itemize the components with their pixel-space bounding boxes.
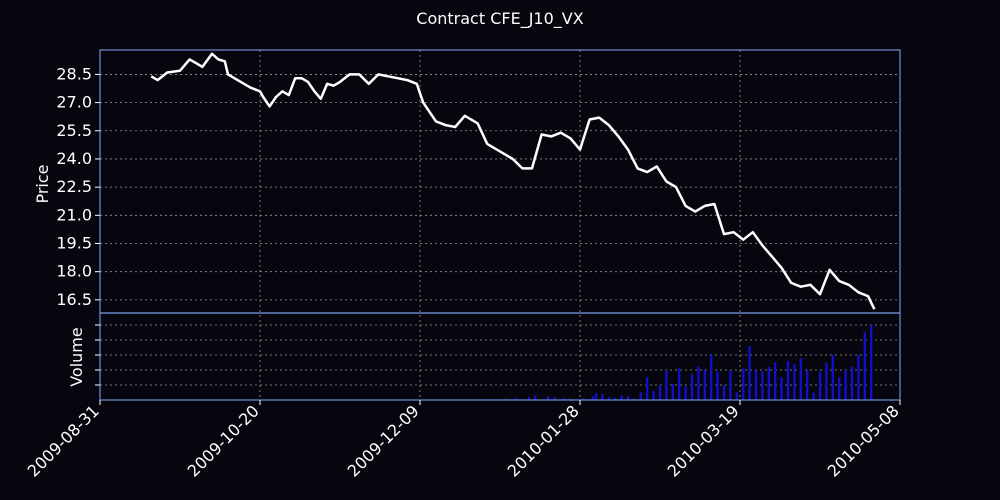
volume-bar [514,397,518,400]
volume-bar [594,393,598,400]
volume-bar [844,370,847,400]
volume-bar [703,370,706,400]
price-y-tick-label: 28.5 [56,64,92,83]
volume-bar [690,373,694,400]
volume-bar [582,398,585,400]
volume-bar [806,370,809,400]
price-y-ticks: 16.5 18.0 19.5 21.0 22.5 24.0 25.5 27.0 28.5 [56,64,100,309]
volume-bar [729,370,732,400]
volume-bar [639,392,642,400]
volume-bar [857,355,860,400]
volume-bar [786,361,790,400]
volume-bar [591,396,594,400]
grid-layer [100,50,900,400]
volume-bar [553,397,556,400]
volume-bar [818,371,822,400]
price-line [150,52,876,310]
volume-bar [710,355,713,400]
price-y-tick-label: 27.0 [56,93,92,112]
price-y-tick-label: 21.0 [56,205,92,224]
price-y-tick-label: 22.5 [56,177,92,196]
volume-bar [742,368,745,400]
volume-bar [722,385,726,400]
volume-bar [678,368,681,400]
volume-bar [626,396,630,400]
volume-bar [633,398,636,400]
volume-bars [486,325,873,400]
volume-axis-label: Volume [67,327,86,387]
volume-bar [716,371,719,400]
volume-bar [671,383,674,400]
volume-bar [527,397,530,400]
volume-bar [754,370,758,400]
volume-bar [697,366,700,400]
volume-bar [767,367,770,400]
volume-bar [614,397,617,400]
volume-bar [601,394,604,400]
volume-bar [546,396,550,400]
price-y-tick-label: 18.0 [56,262,92,281]
chart-title: Contract CFE_J10_VX [416,9,583,29]
volume-bar [620,395,623,400]
price-y-tick-label: 16.5 [56,290,92,309]
volume-bar [863,332,866,400]
volume-bar [534,395,537,400]
volume-bar [646,377,649,400]
volume-bar [793,364,796,400]
volume-bar [838,377,841,400]
volume-bar [684,386,687,400]
volume-bar [870,325,873,400]
volume-bar [850,366,854,400]
volume-bar [658,385,662,400]
volume-bar [665,370,668,400]
volume-panel-frame [99,312,901,401]
volume-bar [569,398,572,400]
volume-bar [831,355,834,400]
price-axis-label: Price [33,164,52,203]
volume-bar [761,371,764,400]
volume-bar [748,346,751,400]
volume-bar [774,362,777,400]
volume-bar [812,392,815,400]
volume-bar [505,398,508,400]
volume-bar [607,397,610,400]
volume-y-ticks [95,324,100,386]
volume-bar [780,377,783,400]
volume-bar [825,362,828,400]
volume-bar [652,391,655,400]
volume-bar [735,392,738,400]
price-y-tick-label: 25.5 [56,121,92,140]
price-y-tick-label: 19.5 [56,233,92,252]
price-y-tick-label: 24.0 [56,149,92,168]
volume-bar [799,358,802,400]
volume-bar [562,397,566,400]
